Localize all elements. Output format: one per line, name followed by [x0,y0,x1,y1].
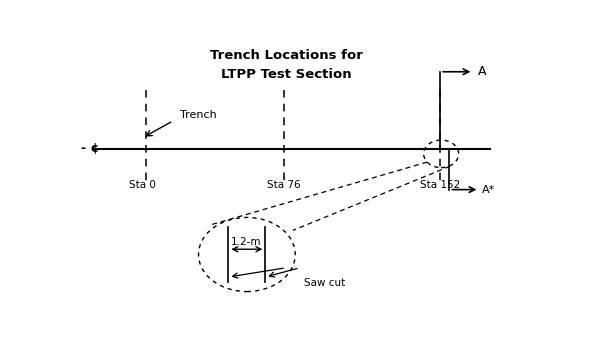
Text: Sta 0: Sta 0 [128,180,156,190]
Text: Trench: Trench [180,110,217,120]
Text: Saw cut: Saw cut [304,278,346,288]
Text: LTPP Test Section: LTPP Test Section [221,68,351,81]
Text: A*: A* [482,185,495,195]
Text: A: A [478,65,486,78]
Text: - ¢: - ¢ [81,142,99,155]
Text: Trench Locations for: Trench Locations for [210,49,362,62]
Text: Sta 76: Sta 76 [267,180,301,190]
Text: Sta 152: Sta 152 [421,180,461,190]
Text: 1.2-m: 1.2-m [231,237,262,247]
